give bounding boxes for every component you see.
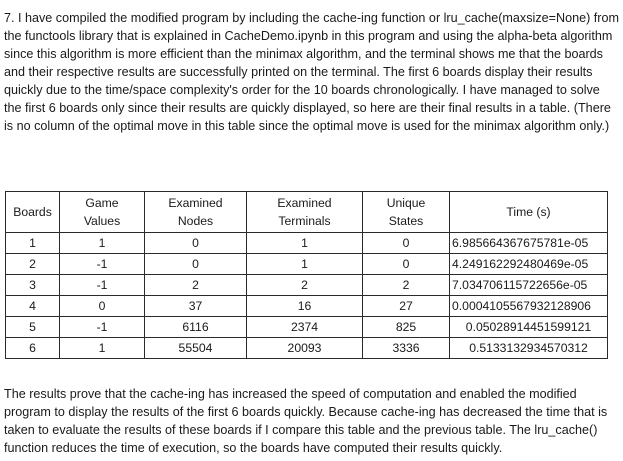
header-label: Game: [85, 196, 119, 210]
cell-board: 4: [5, 295, 60, 317]
table-header-row: Boards Game Values Examined Nodes Examined…: [5, 191, 608, 233]
cell-time: 0.0004105567932128906: [449, 295, 608, 317]
cell-game-value: 1: [59, 232, 145, 254]
cell-time: 0.5133132934570312: [449, 337, 608, 359]
cell-examined-terminals: 16: [246, 295, 363, 317]
cell-time: 6.985664367675781e-05: [449, 232, 608, 254]
cell-examined-terminals: 2: [246, 274, 363, 296]
table-row: 5 -1 6116 2374 825 0.05028914451599121: [5, 316, 608, 338]
cell-examined-nodes: 0: [144, 232, 247, 254]
cell-unique-states: 27: [362, 295, 450, 317]
cell-examined-nodes: 6116: [144, 316, 247, 338]
header-label: Examined: [168, 196, 223, 210]
header-time: Time (s): [449, 191, 608, 233]
header-label: Unique: [386, 196, 426, 210]
header-label: Nodes: [177, 214, 214, 228]
header-label: Time (s): [506, 205, 551, 219]
header-unique-states: Unique States: [362, 191, 450, 233]
cell-examined-nodes: 37: [144, 295, 247, 317]
cell-board: 3: [5, 274, 60, 296]
cell-game-value: -1: [59, 274, 145, 296]
header-label: Terminals: [278, 214, 331, 228]
table-row: 3 -1 2 2 2 7.034706115722656e-05: [5, 274, 608, 296]
table-row: 4 0 37 16 27 0.0004105567932128906: [5, 295, 608, 317]
header-game-values: Game Values: [59, 191, 145, 233]
header-label: Examined: [277, 196, 332, 210]
cell-examined-terminals: 1: [246, 253, 363, 275]
intro-paragraph: 7. I have compiled the modified program …: [4, 11, 619, 133]
cell-time: 0.05028914451599121: [449, 316, 608, 338]
cell-examined-terminals: 2374: [246, 316, 363, 338]
cell-examined-nodes: 2: [144, 274, 247, 296]
cell-unique-states: 3336: [362, 337, 450, 359]
cell-game-value: -1: [59, 316, 145, 338]
results-table: Boards Game Values Examined Nodes Examined…: [5, 191, 608, 359]
cell-examined-nodes: 0: [144, 253, 247, 275]
cell-unique-states: 0: [362, 232, 450, 254]
cell-examined-nodes: 55504: [144, 337, 247, 359]
cell-board: 5: [5, 316, 60, 338]
header-label: Boards: [13, 205, 52, 219]
cell-game-value: 0: [59, 295, 145, 317]
table-row: 2 -1 0 1 0 4.249162292480469e-05: [5, 253, 608, 275]
cell-unique-states: 825: [362, 316, 450, 338]
cell-examined-terminals: 1: [246, 232, 363, 254]
conclusion-paragraph: The results prove that the cache-ing has…: [4, 387, 608, 455]
cell-examined-terminals: 20093: [246, 337, 363, 359]
cell-time: 7.034706115722656e-05: [449, 274, 608, 296]
cell-board: 1: [5, 232, 60, 254]
cell-time: 4.249162292480469e-05: [449, 253, 608, 275]
header-boards: Boards: [5, 191, 60, 233]
cell-game-value: -1: [59, 253, 145, 275]
table-row: 6 1 55504 20093 3336 0.5133132934570312: [5, 337, 608, 359]
header-examined-terminals: Examined Terminals: [246, 191, 363, 233]
cell-board: 2: [5, 253, 60, 275]
cell-board: 6: [5, 337, 60, 359]
header-label: States: [388, 214, 424, 228]
header-label: Values: [83, 214, 121, 228]
table-row: 1 1 0 1 0 6.985664367675781e-05: [5, 232, 608, 254]
cell-game-value: 1: [59, 337, 145, 359]
cell-unique-states: 2: [362, 274, 450, 296]
header-examined-nodes: Examined Nodes: [144, 191, 247, 233]
cell-unique-states: 0: [362, 253, 450, 275]
